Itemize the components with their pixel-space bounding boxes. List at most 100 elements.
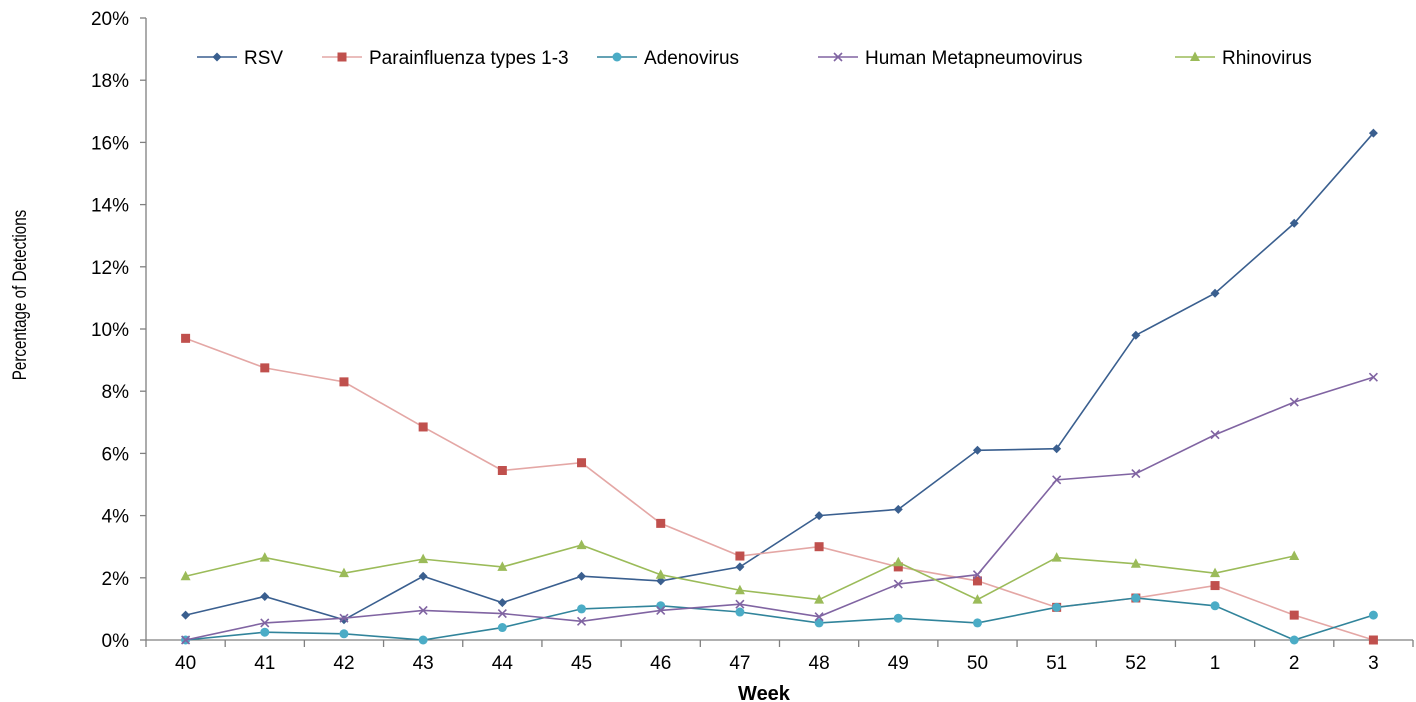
data-point-parainfluenza-types-1-3 <box>497 466 507 476</box>
y-tick-label: 14% <box>91 196 129 217</box>
x-tick-label: 46 <box>650 653 671 674</box>
data-point-rsv <box>181 610 191 620</box>
data-point-rhinovirus <box>180 570 191 581</box>
data-point-rhinovirus <box>814 594 825 604</box>
legend-marker <box>833 52 843 62</box>
series-rhinovirus <box>180 539 1300 604</box>
data-point-rhinovirus <box>1051 552 1062 562</box>
data-point-adenovirus <box>1131 593 1141 603</box>
x-tick-label: 48 <box>809 653 830 674</box>
data-point-parainfluenza-types-1-3 <box>418 422 428 432</box>
data-point-human-metapneumovirus <box>260 618 270 628</box>
data-point-parainfluenza-types-1-3 <box>577 458 587 468</box>
x-tick-label: 1 <box>1210 653 1221 674</box>
legend-marker <box>612 52 622 62</box>
x-tick-label: 52 <box>1125 653 1146 674</box>
data-point-rhinovirus <box>576 539 587 550</box>
legend-item-rhinovirus: Rhinovirus <box>1175 48 1312 69</box>
data-point-human-metapneumovirus <box>497 608 507 619</box>
data-point-adenovirus <box>1210 601 1220 611</box>
data-point-rhinovirus <box>338 567 349 578</box>
data-point-rsv <box>497 598 507 608</box>
data-point-rsv <box>1131 330 1141 340</box>
legend-item-human-metapneumovirus: Human Metapneumovirus <box>818 48 1083 69</box>
data-point-adenovirus <box>1289 635 1299 645</box>
y-tick-label: 8% <box>102 382 130 403</box>
data-point-human-metapneumovirus <box>814 612 824 622</box>
data-point-rsv <box>814 511 824 521</box>
data-point-rhinovirus <box>497 561 508 571</box>
data-point-rsv <box>418 571 428 581</box>
x-tick-label: 50 <box>967 653 988 674</box>
data-point-human-metapneumovirus <box>1131 469 1141 479</box>
y-tick-label: 0% <box>102 631 130 652</box>
y-tick-label: 12% <box>91 258 129 279</box>
x-tick-label: 51 <box>1046 653 1067 674</box>
data-point-rhinovirus <box>418 553 429 564</box>
data-point-rsv <box>1210 288 1220 298</box>
legend-marker <box>212 52 222 62</box>
data-point-rsv <box>1052 444 1062 454</box>
data-point-rsv <box>260 591 270 601</box>
legend-label: RSV <box>244 48 283 69</box>
y-tick-label: 10% <box>91 320 129 341</box>
data-point-human-metapneumovirus <box>339 613 349 623</box>
legend-label: Adenovirus <box>644 48 739 69</box>
data-point-adenovirus <box>497 623 507 633</box>
data-point-adenovirus <box>656 601 666 611</box>
legend-label: Human Metapneumovirus <box>865 48 1083 69</box>
x-tick-label: 3 <box>1368 653 1379 674</box>
data-point-human-metapneumovirus <box>893 579 903 589</box>
data-point-parainfluenza-types-1-3 <box>339 377 349 387</box>
y-axis-ticks: 0% 2% 4% 6% 8% 10% 12% 14% 16% 18% 20% <box>91 9 146 652</box>
series-adenovirus <box>181 593 1378 645</box>
x-tick-label: 45 <box>571 653 592 674</box>
x-tick-label: 49 <box>888 653 909 674</box>
x-tick-label: 44 <box>492 653 514 674</box>
legend-label: Rhinovirus <box>1222 48 1312 69</box>
y-axis-title: Percentage of Detections <box>8 210 30 381</box>
series-parainfluenza-types-1-3 <box>181 333 1378 645</box>
data-point-human-metapneumovirus <box>181 635 191 645</box>
data-point-human-metapneumovirus <box>735 599 745 609</box>
data-point-rsv <box>339 615 349 625</box>
y-tick-label: 18% <box>91 71 129 92</box>
legend: RSV Parainfluenza types 1-3 Adenovirus Huma… <box>197 48 1312 69</box>
series-line-rsv <box>185 132 1375 621</box>
data-point-adenovirus <box>814 618 824 628</box>
data-point-parainfluenza-types-1-3 <box>893 562 903 572</box>
x-tick-label: 40 <box>175 653 196 674</box>
data-point-parainfluenza-types-1-3 <box>181 333 191 343</box>
data-point-rsv <box>735 562 745 572</box>
series-human-metapneumovirus <box>181 372 1378 645</box>
data-point-parainfluenza-types-1-3 <box>260 363 270 373</box>
x-axis-title: Week <box>738 683 791 702</box>
data-point-adenovirus <box>893 613 903 623</box>
series <box>180 128 1378 645</box>
data-point-human-metapneumovirus <box>1289 397 1299 407</box>
data-point-rhinovirus <box>972 594 983 604</box>
legend-label: Parainfluenza types 1-3 <box>369 48 569 69</box>
data-point-parainfluenza-types-1-3 <box>814 542 824 552</box>
data-point-adenovirus <box>577 604 587 614</box>
data-point-adenovirus <box>339 629 349 639</box>
legend-marker <box>1190 51 1200 61</box>
data-point-human-metapneumovirus <box>1052 475 1062 485</box>
x-axis-ticks: 40 41 42 43 44 45 46 47 48 49 50 51 52 1 2 3 <box>145 640 1414 674</box>
legend-marker <box>337 52 347 62</box>
x-tick-label: 42 <box>333 653 354 674</box>
data-point-rsv <box>893 504 903 514</box>
data-point-human-metapneumovirus <box>1368 372 1378 382</box>
data-point-parainfluenza-types-1-3 <box>1289 610 1299 620</box>
data-point-parainfluenza-types-1-3 <box>972 576 982 586</box>
data-point-human-metapneumovirus <box>972 570 983 580</box>
data-point-parainfluenza-types-1-3 <box>1368 635 1378 645</box>
data-point-human-metapneumovirus <box>1210 430 1220 440</box>
data-point-adenovirus <box>1052 602 1062 612</box>
data-point-adenovirus <box>972 618 982 628</box>
data-point-rhinovirus <box>259 552 270 562</box>
series-line-adenovirus <box>185 597 1374 641</box>
series-line-human-metapneumovirus <box>185 376 1374 641</box>
legend-item-parainfluenza-types-1-3: Parainfluenza types 1-3 <box>322 48 569 69</box>
